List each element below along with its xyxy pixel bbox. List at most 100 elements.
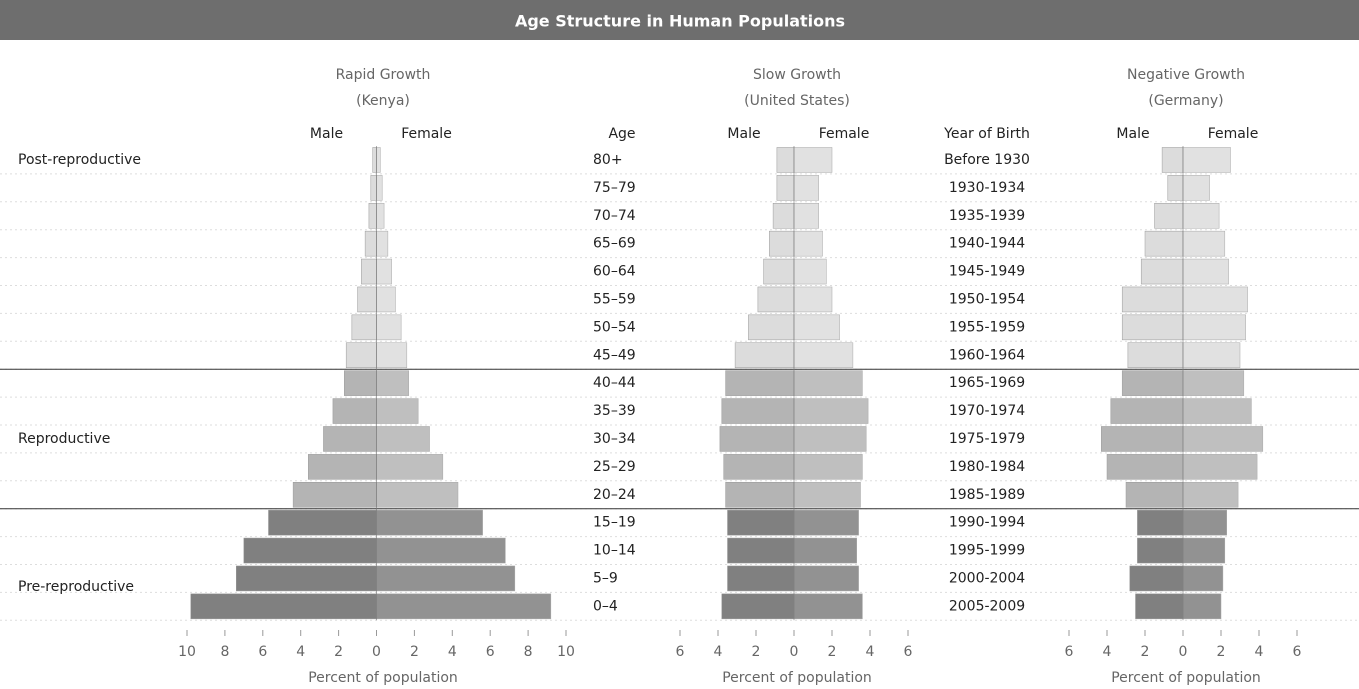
bar [793, 230, 823, 257]
bar [793, 342, 854, 368]
series-label: Male [310, 126, 343, 142]
age-label: 35–39 [593, 403, 636, 419]
bar [776, 175, 795, 201]
bar [190, 593, 377, 620]
bar [793, 175, 819, 201]
bar [1101, 426, 1184, 452]
year-label: 1990-1994 [949, 515, 1025, 531]
bar [1121, 370, 1184, 396]
stage-label: Post-reproductive [18, 152, 141, 168]
header-bar [0, 0, 1359, 40]
x-tick-label: 2 [410, 644, 419, 660]
x-tick-label: 4 [296, 644, 305, 660]
bar [1182, 342, 1241, 368]
bar [1154, 203, 1184, 229]
year-label: 1975-1979 [949, 431, 1025, 447]
bar [1144, 230, 1184, 257]
bar [1182, 509, 1227, 536]
bar [372, 147, 377, 173]
bar [292, 482, 377, 508]
bar [793, 203, 819, 229]
bar [1182, 203, 1220, 229]
age-label: 5–9 [593, 570, 618, 586]
year-label: 1955-1959 [949, 319, 1025, 335]
year-label: 1985-1989 [949, 487, 1025, 503]
bar [376, 147, 381, 173]
bar [1140, 258, 1184, 285]
bar [1182, 454, 1258, 480]
x-tick-label: 10 [178, 644, 196, 660]
series-label: Female [401, 126, 452, 142]
bar [793, 286, 833, 313]
bar [361, 258, 377, 285]
age-label: 60–64 [593, 264, 636, 280]
year-label: 1940-1944 [949, 236, 1025, 252]
bar [793, 565, 859, 592]
x-tick-label: 6 [676, 644, 685, 660]
x-tick-label: 0 [372, 644, 381, 660]
bar [793, 258, 827, 285]
bar [1121, 286, 1184, 313]
bar [793, 426, 867, 452]
bar [376, 454, 444, 480]
bar [1127, 342, 1184, 368]
year-label: Before 1930 [944, 152, 1030, 168]
x-axis-label: Percent of population [1111, 670, 1261, 686]
age-label: 0–4 [593, 598, 618, 614]
bar [243, 537, 377, 564]
age-label: 50–54 [593, 319, 636, 335]
bar [1182, 147, 1231, 173]
x-tick-label: 10 [557, 644, 575, 660]
bar [376, 565, 516, 592]
bar [793, 482, 861, 508]
series-label: Female [819, 126, 870, 142]
x-tick-label: 6 [1293, 644, 1302, 660]
bar [1182, 314, 1246, 341]
bar [1182, 286, 1248, 313]
x-tick-label: 4 [714, 644, 723, 660]
bar [1161, 147, 1184, 173]
bar [1135, 593, 1184, 620]
age-label: 70–74 [593, 208, 636, 224]
bar [793, 398, 869, 424]
chart-subtitle-name: Negative Growth [1127, 67, 1245, 83]
bar [376, 537, 506, 564]
bar [376, 203, 385, 229]
age-label: 75–79 [593, 180, 636, 196]
bar [725, 370, 795, 396]
age-label: 55–59 [593, 291, 636, 307]
bar [1167, 175, 1184, 201]
bar [308, 454, 377, 480]
bar [376, 258, 392, 285]
series-label: Male [1116, 126, 1149, 142]
bar [721, 593, 795, 620]
chart-subtitle-name: Slow Growth [753, 67, 841, 83]
year-label: 1935-1939 [949, 208, 1025, 224]
age-label: 15–19 [593, 515, 636, 531]
bar [727, 509, 795, 536]
year-header: Year of Birth [943, 126, 1030, 142]
bar [332, 398, 377, 424]
bar [763, 258, 795, 285]
bar [725, 482, 795, 508]
bar [376, 426, 430, 452]
x-tick-label: 6 [904, 644, 913, 660]
bar [368, 203, 377, 229]
x-tick-label: 6 [486, 644, 495, 660]
bar [323, 426, 377, 452]
x-tick-label: 4 [866, 644, 875, 660]
year-label: 1930-1934 [949, 180, 1025, 196]
bar [793, 593, 863, 620]
bar [1182, 426, 1264, 452]
bar [1137, 537, 1184, 564]
bar [793, 370, 863, 396]
x-tick-label: 2 [1217, 644, 1226, 660]
bar [1182, 258, 1229, 285]
age-label: 20–24 [593, 487, 636, 503]
stage-label: Pre-reproductive [18, 579, 134, 595]
bar [727, 565, 795, 592]
bar [370, 175, 377, 201]
year-label: 2000-2004 [949, 570, 1025, 586]
bar [376, 593, 552, 620]
